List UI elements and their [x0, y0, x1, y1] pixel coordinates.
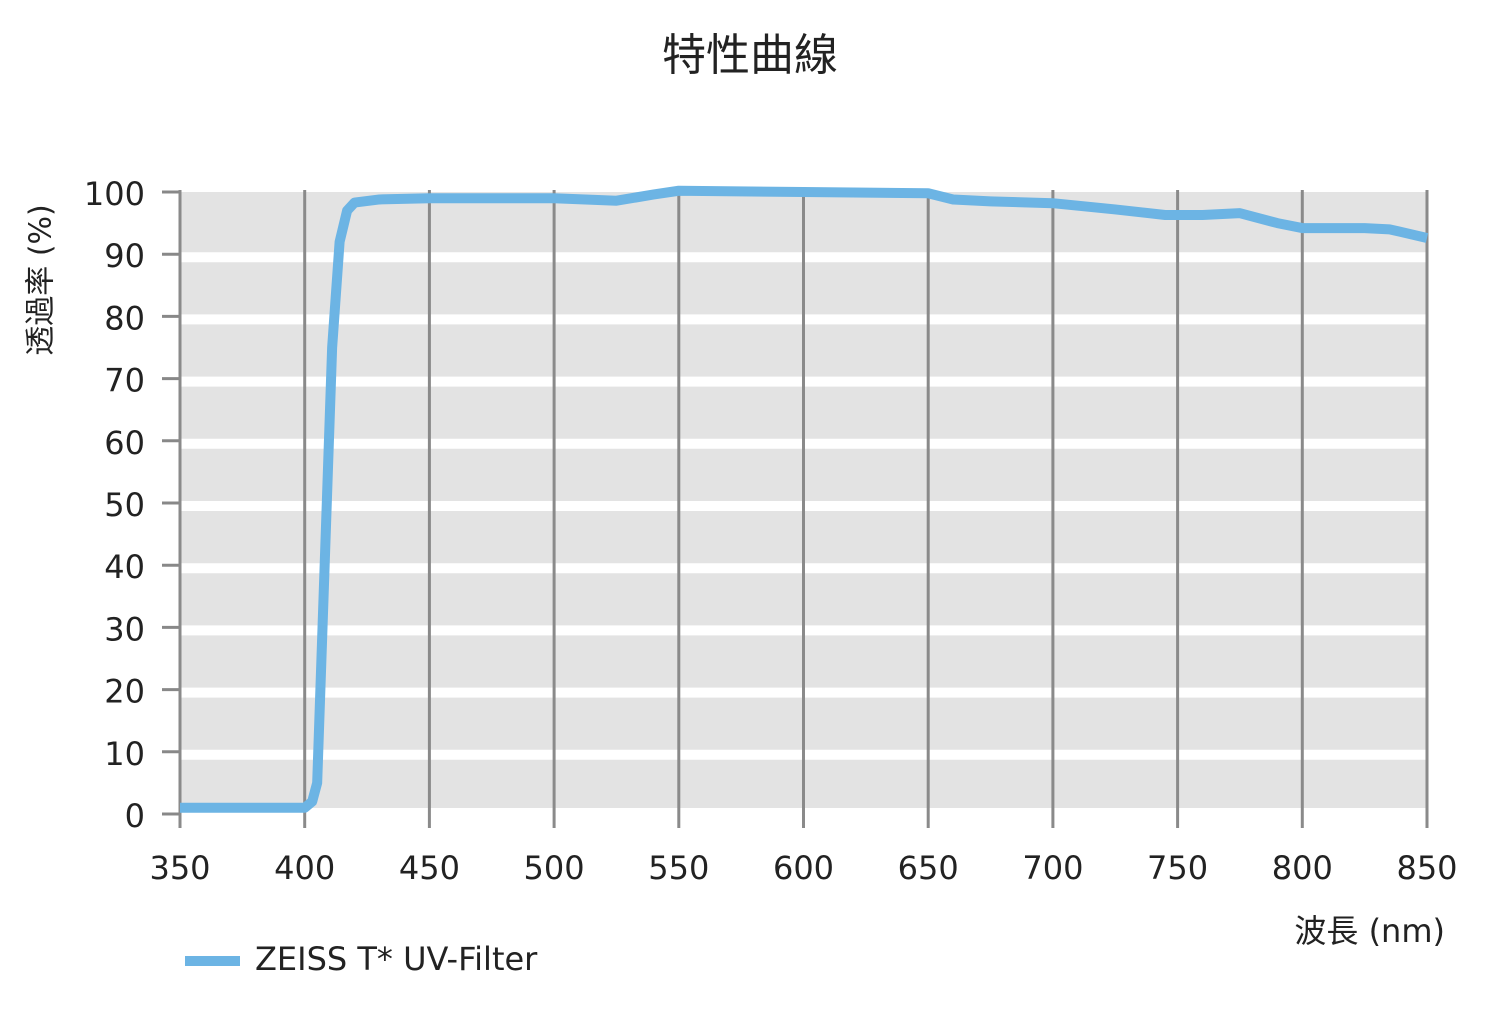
y-tick-label: 10: [104, 735, 145, 773]
y-tick-label: 20: [104, 673, 145, 711]
y-tick-label: 60: [104, 424, 145, 462]
x-tick-label: 450: [399, 849, 460, 887]
x-tick-label: 350: [149, 849, 210, 887]
x-tick-label: 750: [1147, 849, 1208, 887]
x-tick-label: 600: [773, 849, 834, 887]
x-tick-label: 850: [1396, 849, 1457, 887]
data-line: [180, 185, 1429, 813]
y-tick-label: 70: [104, 362, 145, 400]
y-tick-label: 50: [104, 486, 145, 524]
y-tick-label: 30: [104, 610, 145, 648]
y-axis-label: 透過率 (%): [24, 204, 59, 355]
y-tick-label: 100: [84, 175, 145, 213]
x-tick-label: 650: [898, 849, 959, 887]
legend-label: ZEISS T* UV-Filter: [255, 940, 538, 978]
chart-title: 特性曲線: [662, 30, 838, 81]
x-tick-label: 500: [524, 849, 585, 887]
x-tick-label: 700: [1022, 849, 1083, 887]
x-tick-label: 400: [274, 849, 335, 887]
x-tick-label: 550: [648, 849, 709, 887]
x-tick-label: 800: [1272, 849, 1333, 887]
y-tick-label: 0: [125, 797, 145, 835]
y-tick-label: 40: [104, 548, 145, 586]
y-tick-label: 80: [104, 299, 145, 337]
x-axis-label: 波長 (nm): [1294, 912, 1445, 950]
y-tick-label: 90: [104, 237, 145, 275]
